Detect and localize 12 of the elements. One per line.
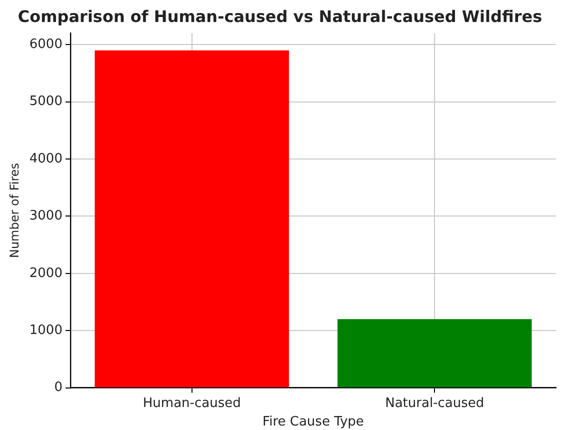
y-tick-label: 3000 xyxy=(29,208,62,224)
y-tick-label: 0 xyxy=(54,380,62,396)
x-tick-label: Natural-caused xyxy=(385,396,484,411)
y-axis-title: Number of Fires xyxy=(7,162,22,258)
y-tick-label: 5000 xyxy=(29,94,62,110)
y-tick-label: 6000 xyxy=(29,37,62,52)
x-axis-title: Fire Cause Type xyxy=(262,414,364,430)
y-tick-label: 2000 xyxy=(29,266,62,281)
y-tick-label: 4000 xyxy=(29,151,62,166)
y-tick-label: 1000 xyxy=(29,322,62,338)
chart-title: Comparison of Human-caused vs Natural-caused Wildfires xyxy=(18,6,542,26)
x-tick-label: Human-caused xyxy=(142,396,241,411)
